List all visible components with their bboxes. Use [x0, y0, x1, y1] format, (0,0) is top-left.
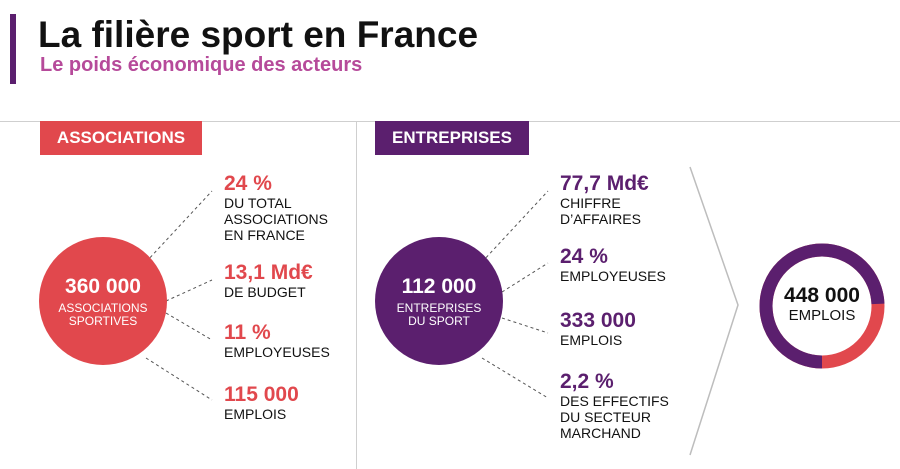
- assoc-stat-1-value: 24 %: [224, 172, 272, 195]
- total-jobs-label: EMPLOIS: [788, 307, 856, 324]
- associations-badge: ASSOCIATIONS: [40, 121, 202, 155]
- assoc-stat-4-label: EMPLOIS: [224, 406, 287, 422]
- total-jobs: 448 000 EMPLOIS: [752, 284, 892, 325]
- associations-circle: 360 000 ASSOCIATIONS SPORTIVES: [39, 237, 167, 365]
- entr-stat-3-value: 333 000: [560, 309, 636, 332]
- entreprises-circle: 112 000 ENTREPRISES DU SPORT: [375, 237, 503, 365]
- entr-stat-2-value: 24 %: [560, 245, 608, 268]
- assoc-stat-4-value: 115 000: [224, 383, 299, 406]
- entr-stat-3: 333 000 EMPLOIS: [560, 309, 636, 349]
- assoc-stat-2-label: DE BUDGET: [224, 284, 306, 300]
- entr-stat-3-label: EMPLOIS: [560, 332, 623, 348]
- assoc-stat-3-value: 11 %: [224, 321, 271, 344]
- assoc-stat-2-value: 13,1 Md€: [224, 261, 313, 284]
- entreprises-badge: ENTREPRISES: [375, 121, 529, 155]
- connector-assoc-3: [165, 312, 213, 341]
- page-subtitle: Le poids économique des acteurs: [40, 54, 363, 76]
- donut-ring-purple: [759, 243, 885, 369]
- entr-stat-4-value: 2,2 %: [560, 370, 614, 393]
- connector-entr-2: [501, 262, 549, 293]
- column-divider: [356, 121, 357, 469]
- connector-assoc-1: [145, 190, 213, 263]
- entr-stat-2-label: EMPLOYEUSES: [560, 268, 666, 284]
- connector-entr-3: [501, 317, 549, 334]
- connector-assoc-2: [165, 279, 213, 302]
- title-accent-bar: [10, 14, 16, 84]
- assoc-stat-1-label: DU TOTAL ASSOCIATIONS EN FRANCE: [224, 195, 328, 243]
- entreprises-count: 112 000: [401, 274, 477, 298]
- entr-stat-2: 24 % EMPLOYEUSES: [560, 245, 666, 285]
- page-title: La filière sport en France: [38, 14, 479, 55]
- entr-stat-4-label: DES EFFECTIFS DU SECTEUR MARCHAND: [560, 393, 669, 441]
- assoc-stat-1: 24 % DU TOTAL ASSOCIATIONS EN FRANCE: [224, 172, 344, 244]
- entreprises-count-label: ENTREPRISES DU SPORT: [396, 300, 482, 328]
- entr-stat-1-label: CHIFFRE D’AFFAIRES: [560, 195, 641, 227]
- total-jobs-value: 448 000: [784, 284, 860, 307]
- assoc-stat-2: 13,1 Md€ DE BUDGET: [224, 261, 313, 301]
- connector-assoc-4: [145, 357, 213, 401]
- assoc-stat-4: 115 000 EMPLOIS: [224, 383, 299, 423]
- assoc-stat-3-label: EMPLOYEUSES: [224, 344, 330, 360]
- connector-entr-1: [481, 190, 549, 263]
- entr-stat-1: 77,7 Md€ CHIFFRE D’AFFAIRES: [560, 172, 660, 228]
- connector-entr-4: [481, 357, 549, 399]
- entr-stat-1-value: 77,7 Md€: [560, 172, 649, 195]
- associations-count: 360 000: [65, 274, 141, 298]
- chevron-arrow-icon: [689, 166, 739, 456]
- entr-stat-4: 2,2 % DES EFFECTIFS DU SECTEUR MARCHAND: [560, 370, 685, 442]
- associations-count-label: ASSOCIATIONS SPORTIVES: [58, 300, 148, 328]
- assoc-stat-3: 11 % EMPLOYEUSES: [224, 321, 330, 361]
